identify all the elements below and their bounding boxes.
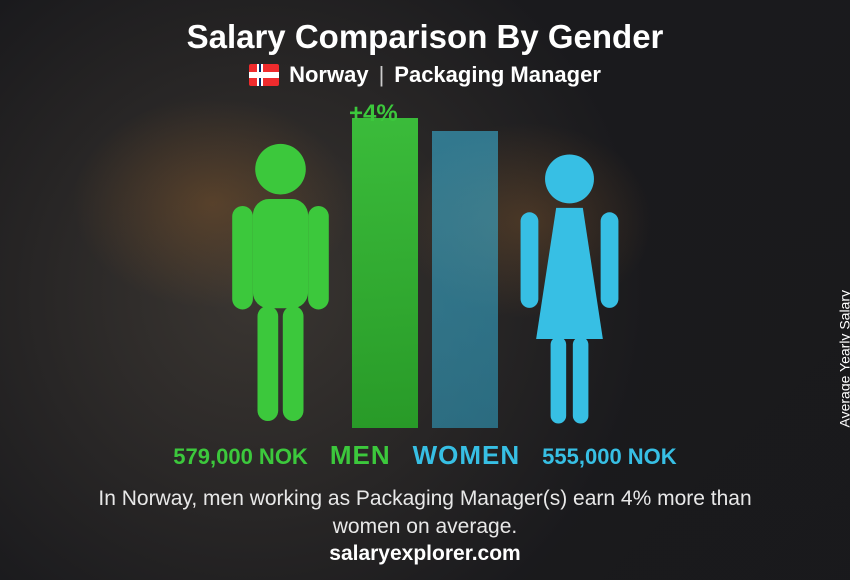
country-label: Norway bbox=[289, 62, 368, 88]
chart-area: +4% bbox=[105, 98, 745, 428]
male-group bbox=[223, 118, 418, 428]
male-bar bbox=[352, 118, 418, 428]
female-salary-value: 555,000 NOK bbox=[542, 444, 677, 470]
y-axis-label: Average Yearly Salary bbox=[836, 290, 850, 428]
male-icon bbox=[223, 138, 338, 428]
male-label: MEN bbox=[330, 440, 391, 471]
page-title: Salary Comparison By Gender bbox=[187, 18, 664, 56]
female-label: WOMEN bbox=[413, 440, 521, 471]
female-icon bbox=[512, 150, 627, 428]
female-group bbox=[432, 131, 627, 428]
caption-text: In Norway, men working as Packaging Mana… bbox=[65, 485, 785, 542]
separator: | bbox=[379, 62, 385, 88]
site-credit: salaryexplorer.com bbox=[329, 542, 520, 566]
job-title-label: Packaging Manager bbox=[394, 62, 601, 88]
labels-row: 579,000 NOK MEN WOMEN 555,000 NOK bbox=[80, 440, 770, 471]
infographic-container: Salary Comparison By Gender Norway | Pac… bbox=[0, 0, 850, 580]
male-salary-value: 579,000 NOK bbox=[173, 444, 308, 470]
female-bar bbox=[432, 131, 498, 428]
subtitle-row: Norway | Packaging Manager bbox=[249, 62, 601, 88]
norway-flag-icon bbox=[249, 64, 279, 86]
